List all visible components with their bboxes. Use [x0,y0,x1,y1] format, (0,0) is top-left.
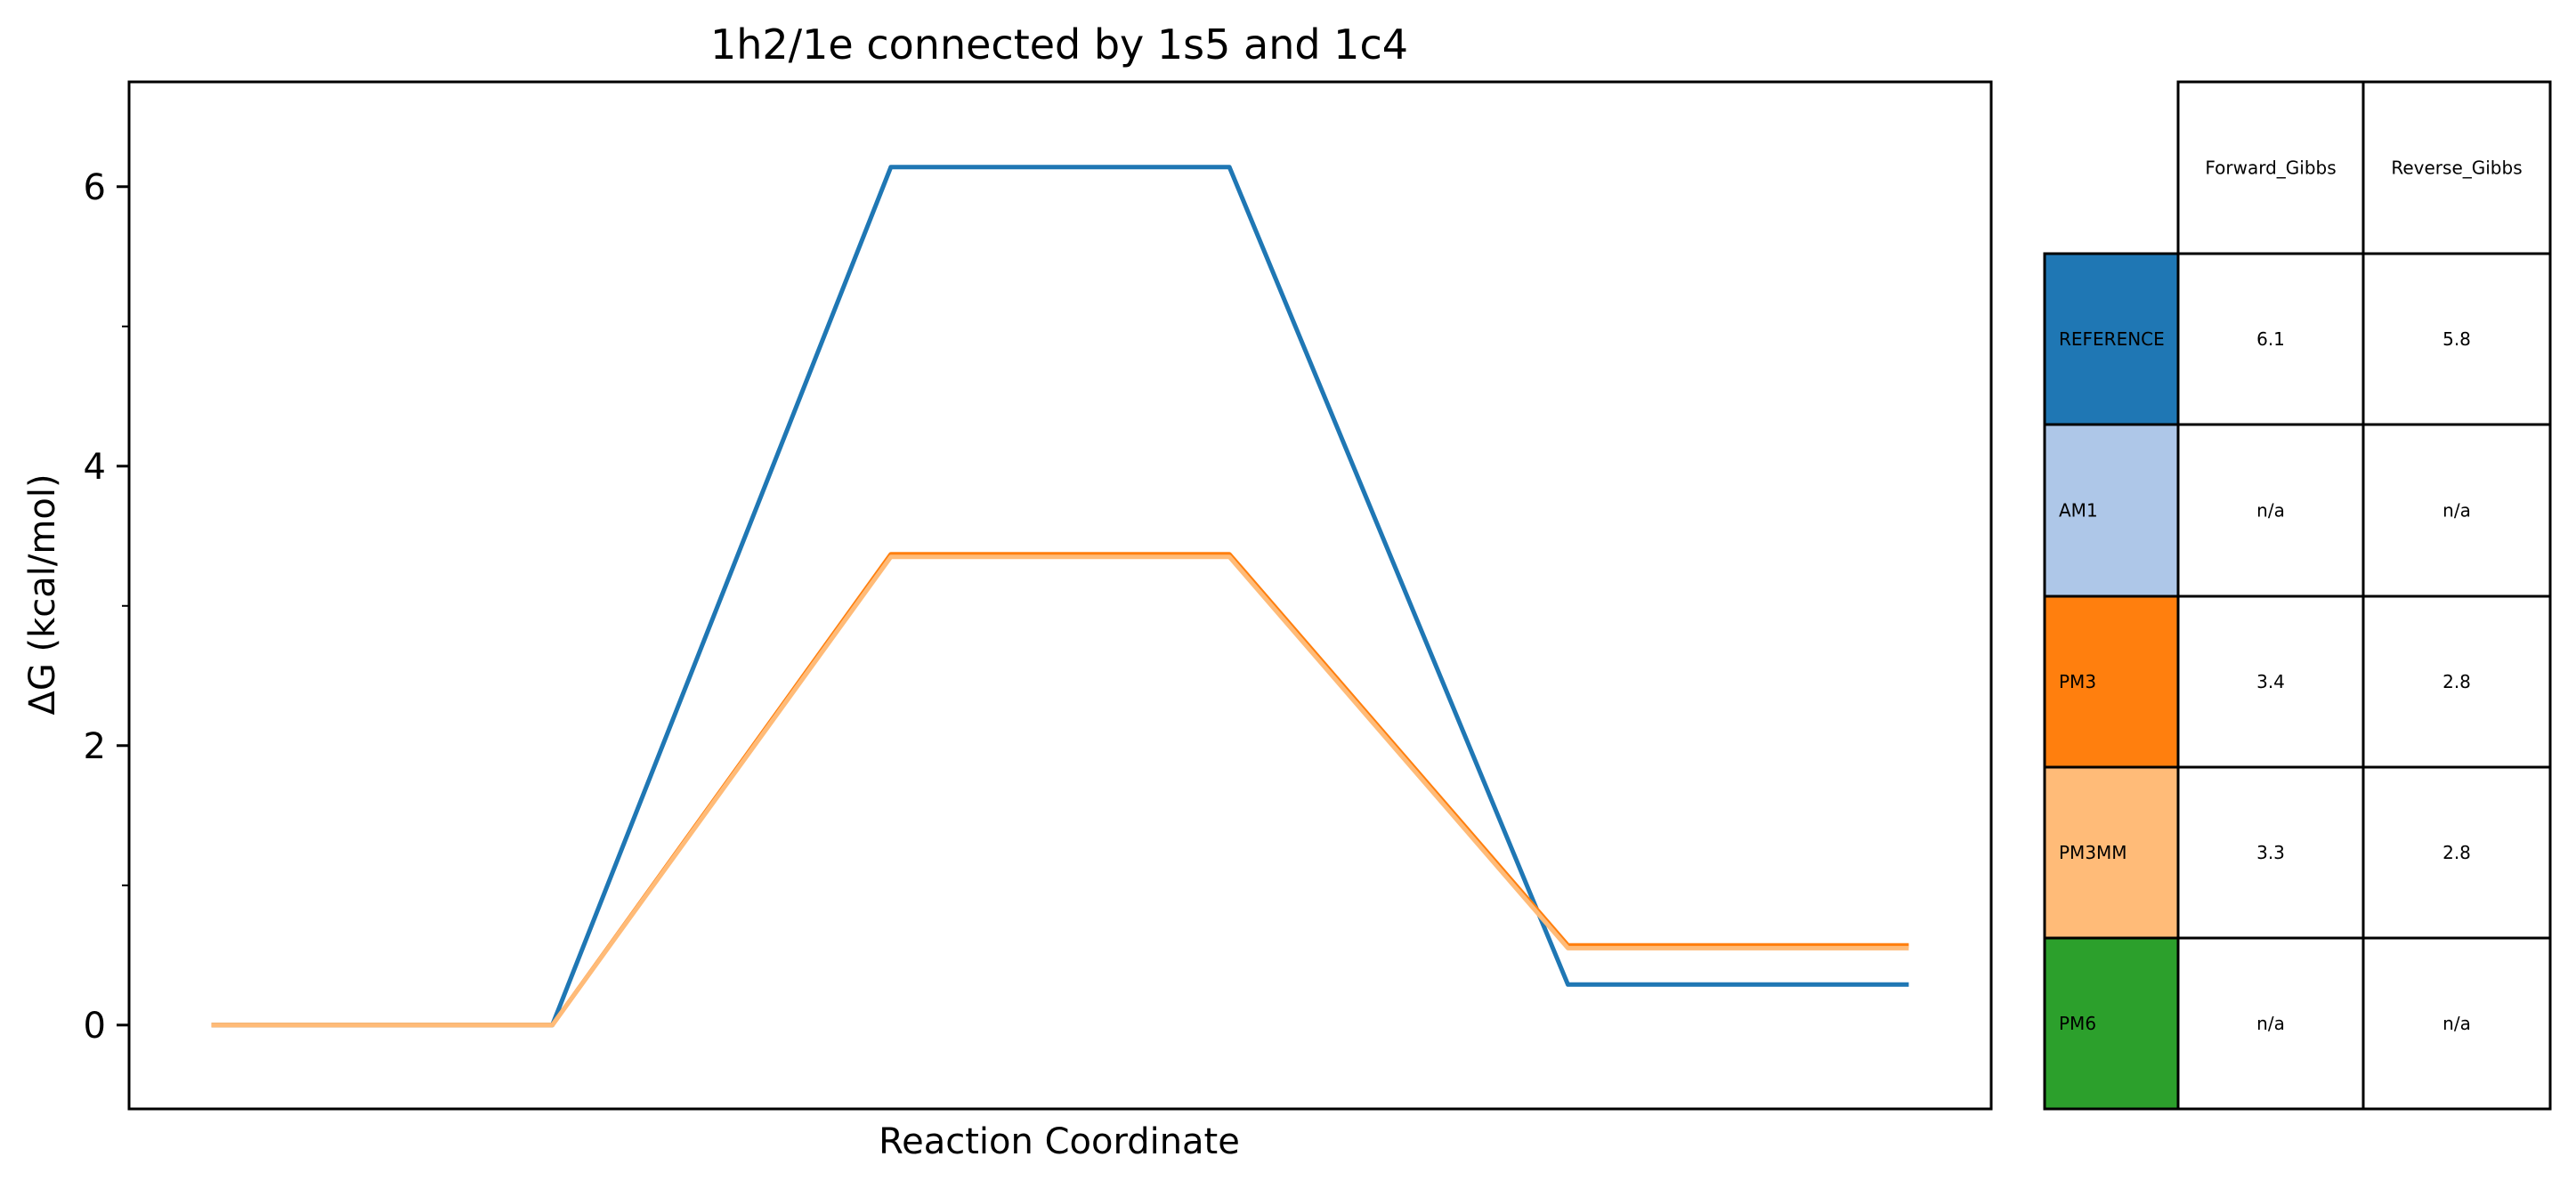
table-row-label: PM3MM [2059,842,2127,863]
table-cell-value: 6.1 [2256,328,2285,350]
table-row-label: AM1 [2059,500,2098,522]
table-row-label: PM6 [2059,1013,2096,1034]
table-cell [2176,765,2365,940]
series-line-pm3 [211,552,1909,1028]
series-line-pm3mm [211,554,1909,1028]
plot-area: 0 2 4 6 [84,80,1993,1111]
table-cell-value: n/a [2256,500,2285,522]
y-axis: 0 2 4 6 [84,167,129,1047]
table-header-cell [2361,80,2552,255]
table-row-label: PM3 [2059,671,2096,692]
chart-title: 1h2/1e connected by 1s5 and 1c4 [710,20,1408,69]
table-cell [2361,765,2552,940]
table-cell [2361,594,2552,769]
table-cell [2176,936,2365,1111]
y-axis-label: ΔG (kcal/mol) [22,473,63,715]
table-row-label-cell [2043,252,2180,426]
y-tick-label: 6 [84,167,106,208]
table-row-label-cell [2043,423,2180,598]
table-column-header: Forward_Gibbs [2205,158,2336,179]
table-cell-value: 2.8 [2442,842,2471,863]
table-cell-value: 3.4 [2256,671,2285,692]
table-cell [2176,252,2365,426]
table-cell-value: n/a [2256,1013,2285,1034]
table-column-header: Reverse_Gibbs [2391,158,2522,179]
series-lines [211,165,1909,1028]
series-line-reference [211,165,1909,1028]
x-axis-label: Reaction Coordinate [879,1121,1240,1162]
table-row-label-cell [2043,936,2180,1111]
y-tick-label: 2 [84,726,106,767]
table-row-label-cell [2043,765,2180,940]
table-cell [2361,252,2552,426]
table-cell-value: 2.8 [2442,671,2471,692]
table-cell-value: 3.3 [2256,842,2285,863]
table-cell-value: 5.8 [2442,328,2471,350]
plot-frame [127,80,1993,1111]
y-tick-label: 0 [84,1006,106,1047]
data-table: Forward_Gibbs Reverse_Gibbs REFERENCE 6.1 5.… [2043,80,2552,1111]
y-tick-label: 4 [84,447,106,488]
table-cell-value: n/a [2442,500,2471,522]
table-cell [2361,936,2552,1111]
table-cell-value: n/a [2442,1013,2471,1034]
table-row-label: REFERENCE [2059,328,2165,350]
table-cell [2361,423,2552,598]
